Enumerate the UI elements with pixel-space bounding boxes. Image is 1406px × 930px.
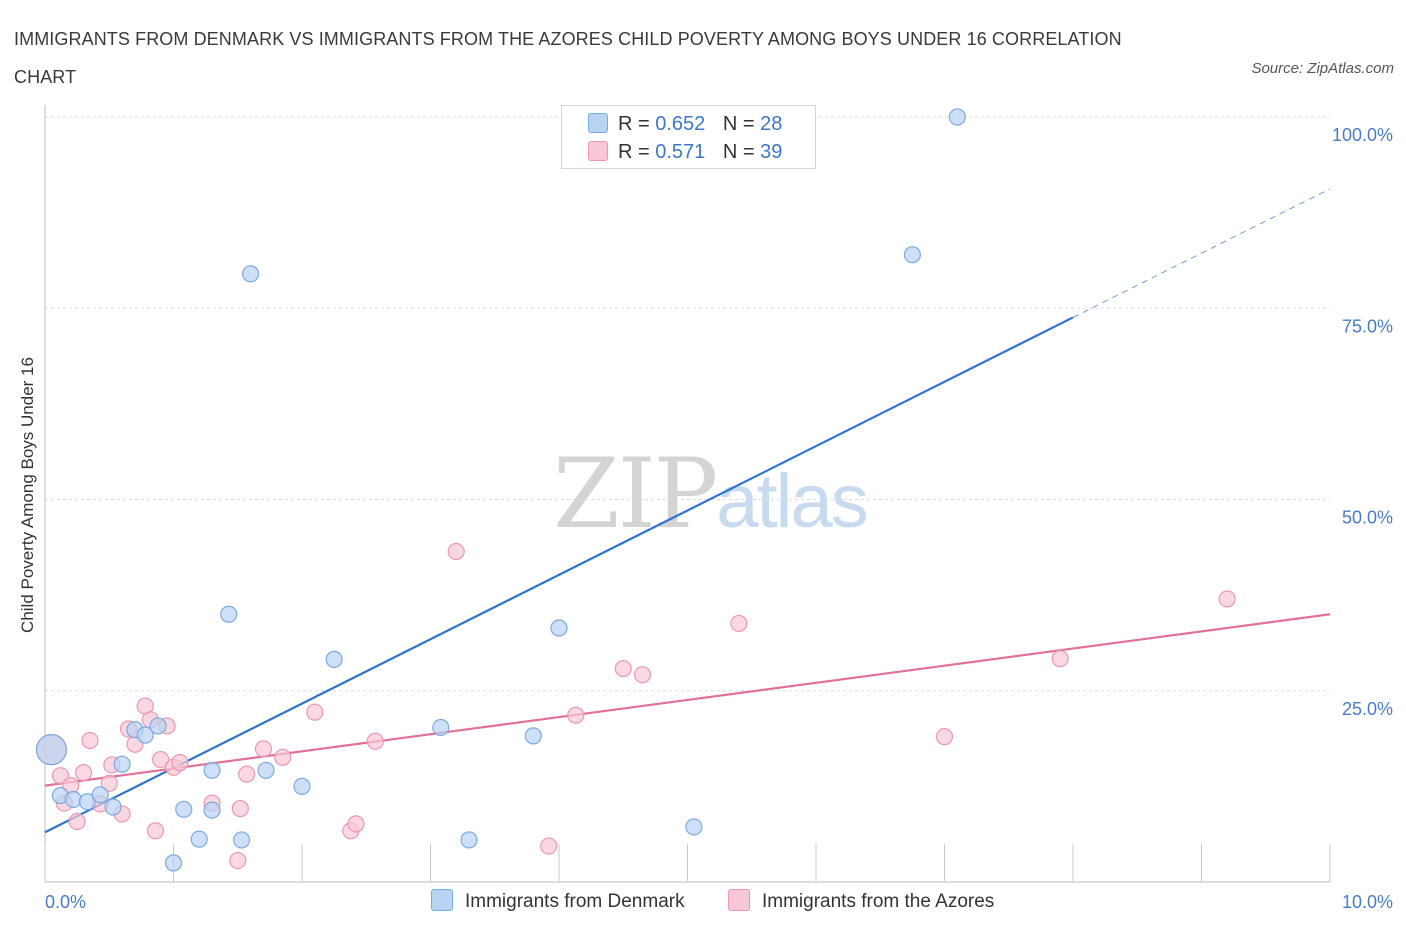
watermark-zip: ZIP	[553, 438, 718, 550]
azores-point	[51, 767, 70, 785]
watermark-atlas: atlas	[716, 459, 869, 544]
azores-point	[730, 614, 748, 633]
legend-label-azores: Immigrants from the Azores	[762, 891, 995, 912]
correlation-legend: R = 0.652 N = 28 R = 0.571 N = 39	[561, 105, 816, 169]
denmark-point	[432, 718, 450, 737]
x-tick-label: 0.0%	[45, 892, 86, 912]
denmark-point	[550, 619, 568, 637]
azores-swatch	[588, 141, 608, 161]
legend-row-azores: R = 0.571 N = 39	[588, 139, 782, 165]
azores-point	[366, 732, 384, 750]
legend-n-label: N =	[722, 141, 755, 163]
denmark-point	[149, 717, 167, 735]
denmark-point	[242, 265, 260, 283]
denmark-point	[948, 108, 966, 126]
legend-r-label: R =	[618, 113, 650, 135]
denmark-point	[293, 777, 311, 795]
legend-row-denmark: R = 0.652 N = 28	[588, 111, 782, 137]
legend-n-value: 39	[760, 141, 783, 163]
denmark-swatch	[588, 113, 608, 133]
azores-trend-line	[44, 613, 1331, 787]
denmark-point	[136, 726, 154, 744]
denmark-trend-extension	[1072, 188, 1331, 318]
denmark-point	[460, 831, 478, 849]
azores-point	[81, 731, 99, 750]
denmark-point	[203, 761, 221, 779]
grid-lines	[45, 116, 1330, 692]
data-points	[35, 108, 1236, 872]
azores-point	[152, 750, 170, 769]
denmark-point	[203, 801, 221, 819]
denmark-point	[903, 246, 921, 264]
y-tick-label: 75.0%	[1342, 316, 1393, 336]
azores-point	[274, 748, 292, 766]
denmark-point	[524, 727, 542, 745]
denmark-point	[35, 734, 68, 766]
azores-point	[100, 774, 118, 792]
watermark: ZIPatlas	[553, 438, 869, 550]
azores-point	[254, 740, 273, 758]
denmark-point	[91, 786, 109, 804]
azores-point	[171, 754, 189, 772]
denmark-point	[113, 755, 131, 773]
y-tick-label: 25.0%	[1342, 699, 1393, 719]
denmark-legend-swatch	[431, 889, 453, 911]
azores-point	[1218, 590, 1236, 608]
azores-point	[68, 812, 86, 831]
denmark-point	[220, 605, 238, 623]
trend-lines	[44, 188, 1331, 834]
legend-r-value: 0.571	[655, 141, 706, 163]
legend-r-value: 0.652	[655, 113, 706, 135]
azores-legend-swatch	[728, 889, 750, 911]
azores-point	[540, 837, 558, 855]
denmark-point	[685, 818, 703, 836]
denmark-trend-line	[44, 316, 1074, 834]
denmark-point	[325, 650, 343, 668]
legend-r-label: R =	[618, 141, 650, 163]
x-tick-label: 10.0%	[1342, 892, 1393, 912]
denmark-point	[64, 790, 82, 808]
azores-point	[146, 822, 165, 840]
azores-point	[633, 666, 652, 684]
denmark-point	[257, 761, 275, 779]
legend-label-denmark: Immigrants from Denmark	[465, 891, 685, 912]
tick-labels: 25.0% 50.0% 75.0% 100.0% 0.0% 10.0%	[45, 125, 1393, 912]
azores-point	[935, 728, 954, 746]
azores-point	[347, 815, 365, 833]
source-credit: Source: ZipAtlas.com	[1251, 60, 1394, 77]
denmark-point	[190, 830, 208, 848]
chart-title: IMMIGRANTS FROM DENMARK VS IMMIGRANTS FR…	[14, 29, 1122, 87]
azores-point	[231, 799, 249, 818]
legend-item-denmark[interactable]: Immigrants from Denmark	[431, 889, 685, 915]
azores-point	[567, 706, 585, 724]
azores-point	[74, 764, 93, 782]
axes	[44, 105, 1331, 883]
denmark-point	[164, 854, 183, 872]
legend-n-label: N =	[722, 113, 755, 135]
azores-point	[1051, 650, 1069, 668]
denmark-point	[233, 831, 251, 849]
y-tick-label: 100.0%	[1332, 125, 1393, 145]
azores-point	[238, 765, 256, 783]
denmark-point	[175, 800, 193, 818]
legend-item-azores[interactable]: Immigrants from the Azores	[728, 889, 994, 915]
legend-n-value: 28	[760, 113, 783, 135]
denmark-point	[104, 798, 122, 816]
y-tick-label: 50.0%	[1342, 508, 1393, 528]
azores-point	[229, 851, 247, 870]
azores-point	[306, 703, 324, 721]
azores-point	[614, 659, 632, 678]
azores-point	[447, 542, 465, 561]
